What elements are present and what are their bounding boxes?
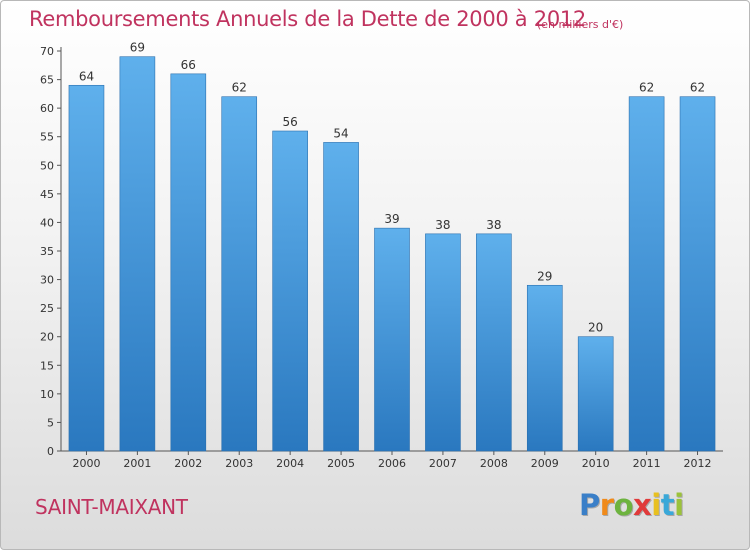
logo-letter: r	[599, 488, 614, 522]
y-tick-label: 50	[40, 159, 54, 172]
bar-value-label: 66	[181, 58, 196, 72]
y-tick-label: 60	[40, 102, 54, 115]
y-tick-label: 0	[47, 445, 54, 458]
bar	[526, 284, 563, 452]
bar	[476, 233, 512, 452]
logo-letter: x	[633, 488, 652, 522]
bar-value-label: 20	[588, 321, 603, 335]
chart-title: Remboursements Annuels de la Dette de 20…	[29, 7, 586, 31]
x-tick-label: 2004	[276, 457, 304, 470]
x-tick-label: 2009	[531, 457, 559, 470]
bar-value-label: 62	[232, 81, 247, 95]
x-tick-label: 2008	[480, 457, 508, 470]
y-tick-label: 55	[40, 131, 54, 144]
bar	[323, 142, 359, 452]
bar-value-label: 62	[690, 81, 705, 95]
chart-bars	[68, 56, 716, 452]
bar-value-label: 39	[384, 212, 399, 226]
bar	[628, 96, 665, 452]
bar	[272, 130, 308, 452]
proxiti-logo: Proxiti	[579, 488, 684, 522]
y-tick-label: 10	[40, 388, 54, 401]
bar	[221, 96, 258, 452]
x-tick-label: 2003	[225, 457, 253, 470]
logo-letter: P	[579, 488, 600, 522]
y-tick-label: 40	[40, 216, 54, 229]
bar	[68, 84, 105, 452]
y-tick-label: 65	[40, 74, 54, 87]
y-tick-label: 35	[40, 245, 54, 258]
x-tick-label: 2000	[72, 457, 100, 470]
x-tick-label: 2001	[123, 457, 151, 470]
bar-value-label: 38	[486, 218, 501, 232]
y-tick-label: 45	[40, 188, 54, 201]
x-tick-label: 2002	[174, 457, 202, 470]
bar-value-label: 38	[435, 218, 450, 232]
bar	[374, 227, 410, 452]
bar	[577, 336, 614, 452]
bar	[119, 56, 156, 452]
x-tick-label: 2007	[429, 457, 457, 470]
bar	[425, 233, 461, 452]
y-tick-label: 25	[40, 302, 54, 315]
bar	[679, 96, 716, 452]
bar-value-label: 54	[333, 126, 348, 140]
y-tick-label: 15	[40, 359, 54, 372]
logo-letter: o	[613, 488, 634, 522]
y-tick-label: 70	[40, 45, 54, 58]
chart-axes: 0 5 10 15 20 25 30 35 40 45 50 55 60 65 70 2000 2001 2002…	[40, 45, 723, 470]
bar-value-label: 29	[537, 269, 552, 283]
bar-value-label: 56	[283, 115, 298, 129]
logo-letter: t	[660, 488, 675, 522]
bar-value-label: 69	[130, 41, 145, 55]
logo-letter: i	[651, 488, 661, 522]
x-tick-label: 2005	[327, 457, 355, 470]
bar-value-label: 62	[639, 81, 654, 95]
logo-letter: i	[674, 488, 684, 522]
x-tick-label: 2010	[582, 457, 610, 470]
bar-value-label: 64	[79, 69, 94, 83]
chart-value-labels: 64 69 66 62 56 54 39 38 38 29 20 62 62	[79, 41, 705, 335]
x-tick-label: 2011	[633, 457, 661, 470]
bar	[170, 73, 207, 452]
y-tick-label: 30	[40, 274, 54, 287]
chart-unit-note: (en milliers d'€)	[537, 18, 624, 31]
commune-name: SAINT-MAIXANT	[35, 495, 188, 519]
y-tick-label: 20	[40, 331, 54, 344]
x-tick-label: 2012	[684, 457, 712, 470]
y-tick-label: 5	[47, 416, 54, 429]
x-tick-label: 2006	[378, 457, 406, 470]
